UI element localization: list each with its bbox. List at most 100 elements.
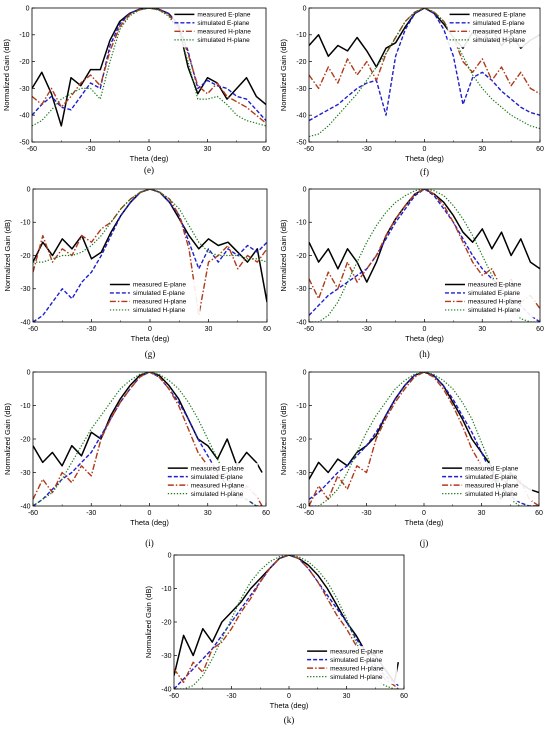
y-tick-label: -20 xyxy=(296,59,306,66)
panel-caption: (e) xyxy=(144,165,154,175)
x-tick-label: -30 xyxy=(362,326,372,333)
series-line-measured-e-plane xyxy=(309,189,540,283)
series-line-simulated-h-plane xyxy=(33,189,267,263)
y-tick-label: -20 xyxy=(20,253,30,260)
y-axis-label: Normalized Gain (dB) xyxy=(2,38,11,111)
x-tick-label: 60 xyxy=(262,146,270,153)
y-tick-label: -30 xyxy=(20,470,30,477)
y-tick-label: -10 xyxy=(296,403,306,410)
series-line-measured-e-plane xyxy=(32,8,266,127)
y-tick-label: -20 xyxy=(296,436,306,443)
y-tick-label: -30 xyxy=(296,86,306,93)
panel-caption: (j) xyxy=(420,538,429,548)
series-line-simulated-h-plane xyxy=(309,8,540,138)
x-tick-label: 0 xyxy=(422,510,426,517)
legend-entry: simulated E-plane xyxy=(468,290,520,297)
y-tick-label: 0 xyxy=(27,186,31,193)
x-tick-label: -30 xyxy=(86,326,96,333)
x-axis-label: Theta (deg) xyxy=(405,518,444,527)
y-axis-label: Normalized Gain (dB) xyxy=(279,219,288,292)
series-line-simulated-e-plane xyxy=(33,189,267,322)
series-line-measured-e-plane xyxy=(33,189,267,303)
x-tick-label: 0 xyxy=(423,146,427,153)
y-tick-label: -30 xyxy=(20,286,30,293)
x-tick-label: -60 xyxy=(169,693,179,700)
x-tick-label: -30 xyxy=(86,510,96,517)
x-axis-label: Theta (deg) xyxy=(130,154,169,163)
legend-entry: measured E-plane xyxy=(330,648,383,655)
y-tick-label: -10 xyxy=(296,32,306,39)
x-tick-label: 30 xyxy=(478,510,486,517)
x-tick-label: 0 xyxy=(148,326,152,333)
x-tick-label: -60 xyxy=(304,510,314,517)
legend-entry: simulated H-plane xyxy=(465,491,518,498)
x-tick-label: -60 xyxy=(304,146,314,153)
x-tick-label: 30 xyxy=(478,326,486,333)
x-tick-label: 0 xyxy=(147,146,151,153)
x-tick-label: -30 xyxy=(361,510,371,517)
panel-caption: (h) xyxy=(419,349,430,359)
legend-entry: simulated H-plane xyxy=(197,37,250,44)
y-axis-label: Normalized Gain (dB) xyxy=(3,219,12,292)
legend-entry: simulated E-plane xyxy=(191,474,243,481)
x-tick-label: 30 xyxy=(204,510,212,517)
y-tick-label: 0 xyxy=(26,5,30,12)
legend-entry: simulated H-plane xyxy=(473,37,526,44)
chart-panel-2: -60 -30 0 30 60 0 -10 -20 -30 -40 Theta (deg) Norma… xyxy=(3,186,271,359)
x-tick-label: -60 xyxy=(28,326,38,333)
x-tick-label: -60 xyxy=(28,510,38,517)
y-tick-label: -30 xyxy=(296,286,306,293)
legend-entry: measured H-plane xyxy=(197,29,251,36)
y-tick-label: -20 xyxy=(20,436,30,443)
y-tick-label: -40 xyxy=(20,319,30,326)
y-tick-label: -40 xyxy=(296,503,306,510)
y-tick-label: 0 xyxy=(27,369,31,376)
x-tick-label: 0 xyxy=(148,510,152,517)
legend-entry: measured E-plane xyxy=(197,12,250,19)
x-axis-label: Theta (deg) xyxy=(130,518,169,527)
y-tick-label: -10 xyxy=(20,220,30,227)
chart-panel-3: -60 -30 0 30 60 0 -10 -20 -30 -40 Theta (deg) Norma… xyxy=(279,186,544,359)
x-axis-label: Theta (deg) xyxy=(405,334,444,343)
panel-caption: (k) xyxy=(284,715,295,725)
y-tick-label: 0 xyxy=(168,552,172,559)
x-tick-label: -30 xyxy=(85,146,95,153)
y-axis-label: Normalized Gain (dB) xyxy=(144,585,153,658)
legend-entry: measured E-plane xyxy=(133,282,186,289)
x-tick-label: -60 xyxy=(27,146,37,153)
y-axis-label: Normalized Gain (dB) xyxy=(279,38,288,111)
series-line-measured-h-plane xyxy=(309,8,540,95)
chart-panel-6: -60 -30 0 30 60 0 -10 -20 -30 -40 Theta (deg) Norma… xyxy=(144,552,408,725)
legend-entry: measured H-plane xyxy=(133,299,187,306)
y-axis-label: Normalized Gain (dB) xyxy=(279,402,288,475)
x-tick-label: 0 xyxy=(287,693,291,700)
x-tick-label: 0 xyxy=(423,326,427,333)
y-tick-label: -50 xyxy=(19,139,29,146)
legend-entry: simulated E-plane xyxy=(473,20,525,27)
legend-entry: measured H-plane xyxy=(468,299,522,306)
legend-entry: simulated E-plane xyxy=(197,20,249,27)
x-tick-label: -60 xyxy=(304,326,314,333)
legend-entry: measured H-plane xyxy=(191,482,245,489)
series-line-simulated-h-plane xyxy=(32,8,266,127)
y-tick-label: -10 xyxy=(20,403,30,410)
chart-panel-0: -60 -30 0 30 60 0 -10 -20 -30 -40 -50 Theta (deg) No… xyxy=(2,5,270,175)
y-tick-label: 0 xyxy=(303,186,307,193)
x-tick-label: 60 xyxy=(536,326,544,333)
legend-entry: measured E-plane xyxy=(468,282,521,289)
y-tick-label: -40 xyxy=(19,113,29,120)
y-tick-label: -40 xyxy=(20,503,30,510)
legend-entry: simulated E-plane xyxy=(465,474,517,481)
series-line-measured-e-plane xyxy=(33,372,263,473)
x-tick-label: 60 xyxy=(400,693,408,700)
y-tick-label: -20 xyxy=(296,253,306,260)
x-tick-label: 30 xyxy=(205,326,213,333)
x-tick-label: 30 xyxy=(478,146,486,153)
x-tick-label: -30 xyxy=(362,146,372,153)
legend-entry: simulated H-plane xyxy=(191,491,244,498)
legend-entry: measured H-plane xyxy=(473,29,527,36)
